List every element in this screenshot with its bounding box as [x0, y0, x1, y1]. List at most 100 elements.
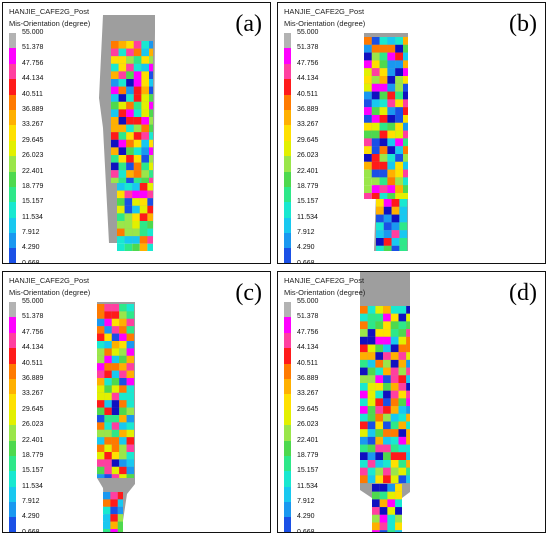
grain-cell: [372, 499, 380, 508]
grain-cell: [149, 71, 153, 79]
legend-row: 22.401: [9, 437, 55, 456]
scale-title: Mis-Orientation (degree): [9, 19, 91, 28]
grain-cell: [141, 117, 149, 125]
grain-cell: [139, 213, 148, 221]
grain-cell: [360, 452, 368, 460]
grain-cell: [126, 355, 134, 364]
grain-cell: [117, 492, 123, 500]
grain-cell: [118, 132, 127, 140]
grain-cell: [104, 407, 112, 415]
grain-cell: [126, 155, 134, 163]
grain-cell: [97, 370, 105, 378]
grain-cell: [375, 444, 384, 453]
grain-cell: [379, 154, 388, 162]
grain-cell: [126, 318, 134, 327]
grain-cell: [111, 392, 120, 401]
grain-cell: [360, 436, 368, 445]
grain-cell: [398, 321, 407, 330]
grain-cell: [147, 221, 153, 229]
grain-cell: [132, 236, 140, 244]
grain-cell: [379, 522, 388, 531]
grain-cell: [406, 421, 410, 430]
legend-value: 18.779: [22, 451, 44, 459]
grain-cell: [111, 348, 120, 356]
grain-cell: [383, 206, 392, 215]
grain-cell: [383, 344, 391, 353]
legend-swatch: [9, 440, 16, 456]
grain-cell: [133, 139, 142, 148]
grain-cell: [367, 467, 376, 476]
grain-cell: [403, 169, 408, 178]
grain-cell: [376, 238, 384, 246]
grain-cell: [141, 79, 149, 87]
grain-cell: [387, 193, 396, 199]
legend-row: 40.511: [9, 360, 55, 379]
grain-cell: [118, 170, 127, 178]
grain-cell: [383, 460, 391, 468]
grain-cell: [149, 109, 153, 117]
legend-swatch: [9, 363, 16, 379]
legend-swatch: [284, 332, 291, 349]
color-legend: 55.000 51.378 47.756 44.134 40.511 36.889 33.2…: [9, 29, 55, 263]
grain-cell: [141, 86, 149, 95]
grain-cell: [149, 155, 153, 163]
grain-cell: [104, 370, 112, 378]
grain-cell: [406, 413, 410, 422]
grain-cell: [124, 205, 133, 214]
grain-cell: [375, 321, 384, 330]
grain-cell: [371, 107, 380, 115]
legend-value: 15.157: [297, 198, 319, 206]
grain-cell: [111, 304, 120, 312]
grain-cell: [126, 400, 134, 408]
legend-row: 7.912: [284, 229, 330, 249]
grain-cell: [126, 124, 134, 133]
grain-cell: [118, 86, 127, 95]
grain-cell: [379, 177, 388, 186]
grain-cell: [406, 429, 410, 437]
grain-cell: [398, 436, 407, 445]
legend-row: 36.889: [9, 375, 55, 395]
legend-value: 11.534: [297, 213, 318, 221]
grain-cell: [367, 429, 376, 437]
grain-cell: [118, 177, 127, 183]
grain-cell: [398, 390, 407, 399]
grain-cell: [111, 363, 120, 371]
legend-row: 36.889: [284, 375, 330, 395]
grain-cell: [126, 147, 134, 155]
grain-cell: [406, 460, 410, 468]
grain-cell: [375, 367, 384, 376]
grain-cell: [126, 422, 134, 430]
grain-cell: [371, 193, 380, 199]
grain-cell: [119, 326, 127, 334]
legend-value: 47.756: [297, 328, 319, 336]
legend-value: 33.267: [22, 390, 44, 398]
legend-swatch: [9, 79, 16, 95]
grain-cell: [124, 198, 133, 206]
legend-row: 26.023: [284, 421, 330, 441]
grain-cell: [379, 83, 388, 92]
grain-cell: [133, 109, 142, 117]
legend-row: 26.023: [9, 421, 55, 441]
grain-cell: [103, 506, 111, 515]
grain-cell: [126, 326, 134, 334]
grain-cell: [367, 321, 376, 330]
grain-cell: [126, 41, 134, 49]
grain-cell: [375, 421, 384, 430]
grain-cell: [133, 56, 142, 64]
grain-cell: [364, 44, 372, 53]
grain-cell: [395, 99, 403, 108]
grain-cell: [141, 147, 149, 155]
grain-cell: [398, 383, 407, 391]
legend-swatch: [9, 140, 16, 157]
grain-cell: [132, 183, 140, 191]
grain-cell: [371, 169, 380, 178]
grain-cell: [126, 407, 134, 415]
grain-cell: [117, 506, 123, 515]
grain-cell: [104, 311, 112, 319]
legend-row: 18.779: [9, 452, 55, 472]
grain-cell: [111, 318, 120, 327]
grain-cell: [403, 161, 408, 170]
grain-cell: [111, 94, 119, 102]
grain-cell: [398, 329, 407, 337]
grain-cell: [141, 177, 149, 183]
